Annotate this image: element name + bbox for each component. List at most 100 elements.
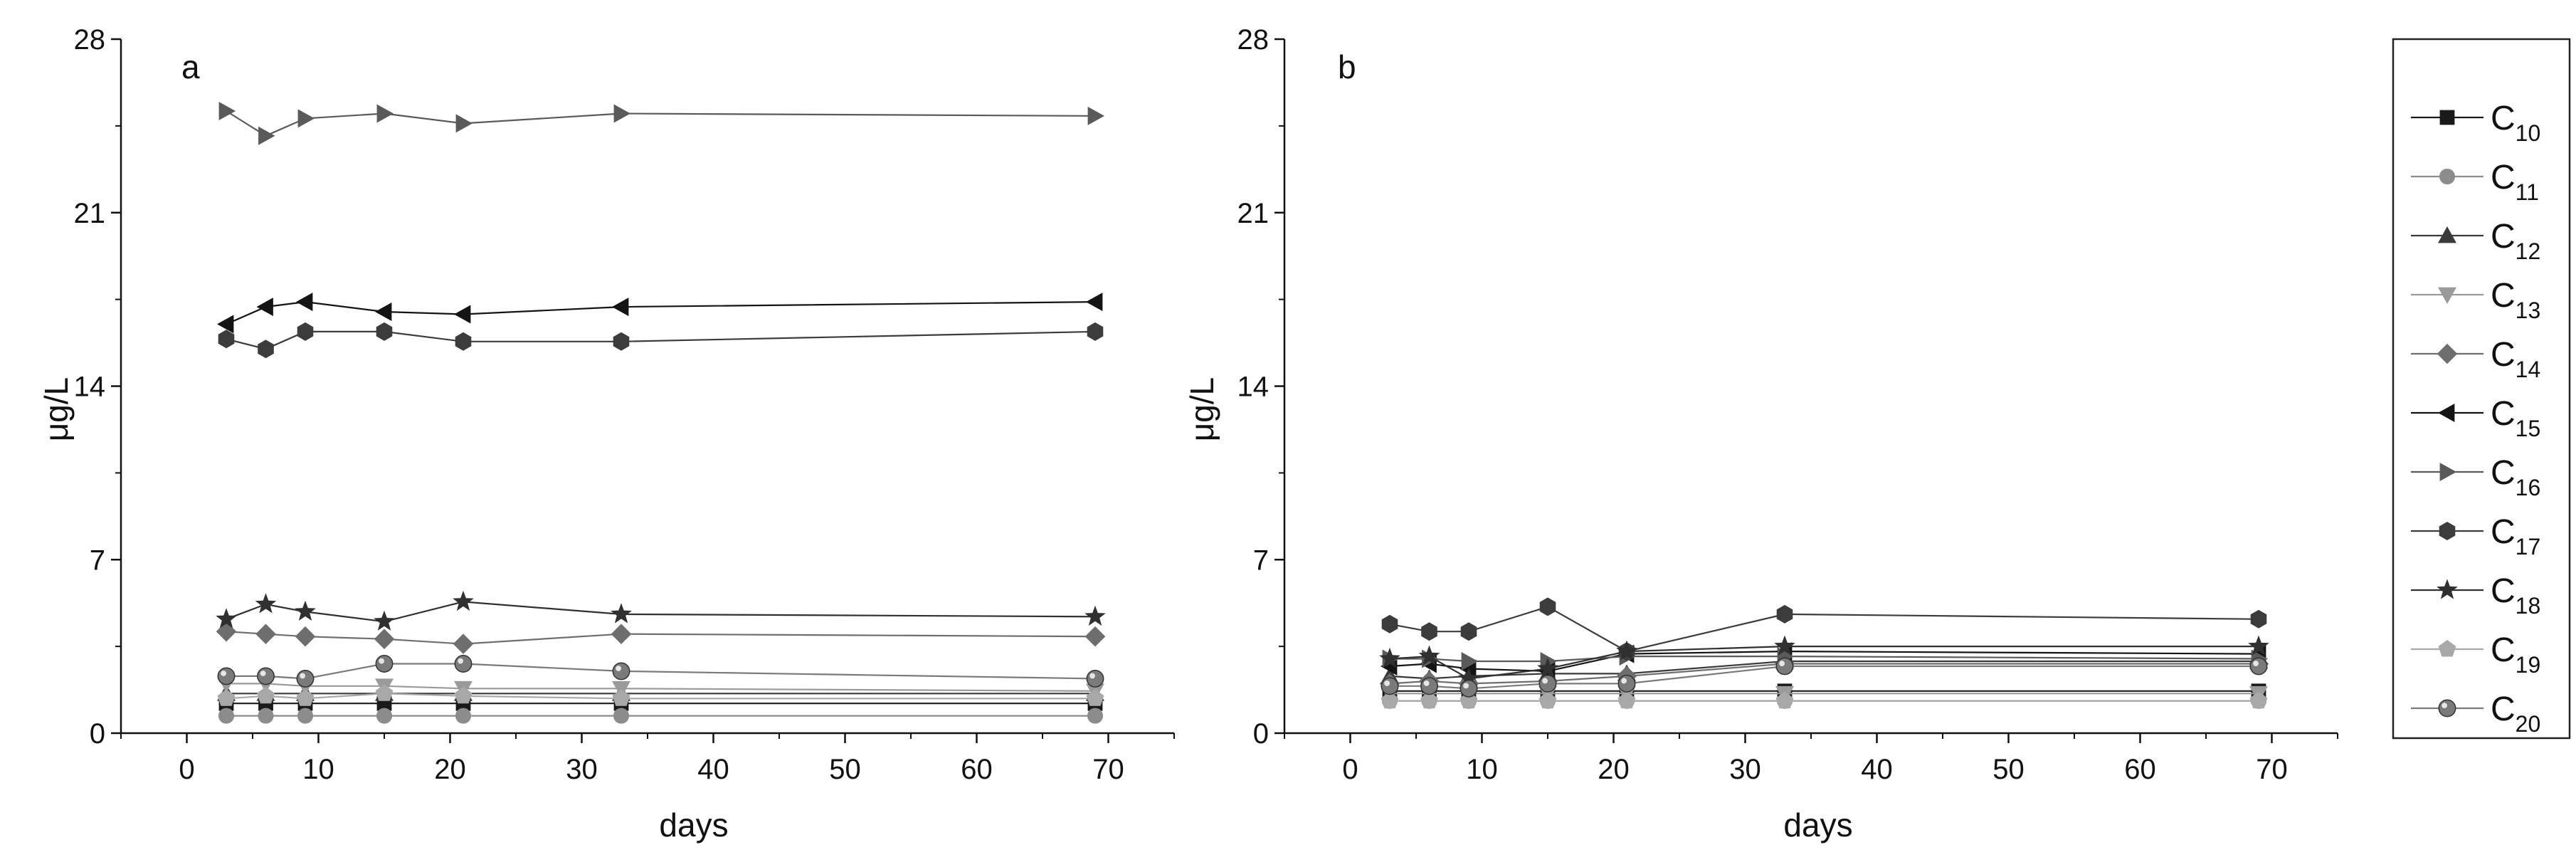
panel-a-series-c11 [218, 708, 1104, 724]
panel-a-data-point-c20 [217, 667, 236, 685]
panel-b-data-point-c17 [2250, 609, 2267, 629]
panel-a-data-point-c11 [376, 708, 393, 724]
panel-a-data-point-c15 [256, 298, 273, 317]
marker-sphere-highlight [458, 658, 463, 664]
legend-label-subscript: 14 [2516, 357, 2541, 382]
marker-sphere-highlight [1384, 680, 1390, 686]
legend-label-subscript: 16 [2516, 475, 2541, 500]
legend-marker [2439, 522, 2456, 540]
panel-a-data-point-c20 [375, 655, 394, 673]
panel-b-data-point-c17 [1776, 604, 1793, 624]
panel-a-data-point-c20 [296, 669, 315, 688]
panel-b-series-c18 [1379, 635, 2269, 688]
marker-sphere-body [2438, 699, 2456, 718]
panel-b-ylabel: μg/L [1183, 377, 1220, 441]
panel-a-data-point-c15 [217, 315, 234, 334]
panel-a-data-point-c18 [255, 593, 277, 614]
panel-b-data-point-c20 [1617, 674, 1636, 693]
panel-a-y-tick-label: 0 [90, 718, 105, 750]
panel-b-data-point-c17 [1381, 614, 1398, 634]
panel-b-series-line-c17 [1389, 606, 2259, 653]
panel-b-data-point-c19 [1617, 691, 1636, 709]
marker-sphere-highlight [1621, 678, 1627, 684]
marker-sphere-body [296, 669, 315, 688]
panel-a-data-point-c17 [455, 332, 472, 351]
panel-a-data-point-c11 [455, 708, 472, 724]
legend-label-subscript: 13 [2516, 298, 2541, 323]
panel-a-series-c15 [217, 293, 1103, 334]
panel-a-ylabel: μg/L [38, 377, 75, 441]
panel-b-data-point-c18 [1458, 667, 1479, 688]
marker-sphere-highlight [260, 671, 266, 676]
legend-marker [2438, 699, 2456, 718]
panel-a-series-c14 [216, 621, 1106, 654]
panel-a-series-line-c13 [226, 683, 1096, 692]
panel-b-x-tick-label: 50 [1992, 754, 2025, 785]
panel-a-data-point-c19 [612, 689, 630, 706]
panel-a-xlabel: days [659, 806, 728, 843]
marker-sphere-highlight [1463, 683, 1469, 689]
panel-a-series-c18 [216, 590, 1106, 631]
panel-a-data-point-c16 [1087, 106, 1104, 125]
panel-a-data-point-c19 [296, 689, 315, 706]
legend-label-subscript: 17 [2516, 534, 2541, 559]
marker-sphere-body [1775, 657, 1794, 676]
marker-sphere-body [375, 655, 394, 673]
marker-sphere-body [1381, 677, 1399, 695]
panel-a-data-point-c18 [1084, 605, 1106, 626]
panel-b-data-point-c19 [1538, 691, 1557, 709]
panel-b-data-point-c17 [1421, 622, 1437, 641]
panel-a-data-point-c15 [612, 298, 629, 317]
panel-a-data-point-c16 [297, 109, 315, 128]
panel-a-data-point-c18 [216, 608, 237, 629]
legend-box [2392, 38, 2571, 740]
panel-b-data-point-c18 [1418, 645, 1440, 666]
panel-a-x-tick-label: 10 [302, 754, 334, 785]
legend-marker [2438, 226, 2456, 243]
panel-a-data-point-c14 [453, 634, 474, 654]
panel-a-data-point-c17 [1087, 322, 1104, 341]
marker-sphere-body [1420, 677, 1438, 695]
panel-b-data-point-c20 [1459, 679, 1478, 698]
panel-a-data-point-c17 [613, 332, 630, 351]
panel-b-data-point-c18 [1774, 635, 1795, 656]
panel-a-data-point-c11 [297, 708, 314, 724]
marker-sphere-highlight [1542, 678, 1548, 684]
panel-a-data-point-c18 [295, 600, 316, 621]
marker-sphere-body [454, 655, 473, 673]
marker-sphere-body [612, 662, 630, 680]
panel-a-series-line-c20 [226, 663, 1096, 680]
panel-a-data-point-c16 [376, 104, 394, 123]
panel-a-data-point-c15 [296, 293, 313, 312]
legend-label-subscript: 18 [2516, 593, 2541, 619]
panel-a-series-c13 [217, 676, 1104, 700]
panel-b-y-tick-label: 28 [1237, 24, 1269, 56]
panel-a-data-point-c11 [258, 708, 274, 724]
marker-sphere-highlight [616, 666, 621, 671]
panel-b-x-tick-label: 40 [1861, 754, 1893, 785]
panel-a-data-point-c19 [1086, 689, 1104, 706]
panel-b-data-point-c17 [1460, 622, 1477, 641]
panel-a-x-tick-label: 0 [179, 754, 194, 785]
panel-b-x-tick-label: 0 [1342, 754, 1358, 785]
panel-a-data-point-c11 [613, 708, 630, 724]
panel-a-data-point-c14 [216, 621, 237, 642]
marker-sphere-highlight [2253, 661, 2259, 666]
panel-a-x-tick-label: 40 [697, 754, 729, 785]
panel-b-data-point-c18 [1379, 647, 1400, 668]
legend-marker [2437, 579, 2458, 599]
panel-a-data-point-c14 [255, 624, 276, 644]
panel-a-x-tick-label: 50 [829, 754, 861, 785]
legend-marker [2438, 404, 2455, 422]
marker-sphere-body [1459, 679, 1478, 698]
panel-a-y-tick-label: 14 [74, 372, 106, 403]
panel-a-x-tick-label: 30 [566, 754, 598, 785]
panel-a-data-point-c17 [218, 330, 235, 349]
panel-b-data-point-c18 [1616, 640, 1637, 661]
marker-sphere-highlight [221, 671, 226, 676]
panel-b-data-point-c20 [2249, 657, 2268, 676]
panel-b-data-point-c19 [2249, 691, 2268, 709]
panel-a-data-point-c11 [1087, 708, 1104, 724]
